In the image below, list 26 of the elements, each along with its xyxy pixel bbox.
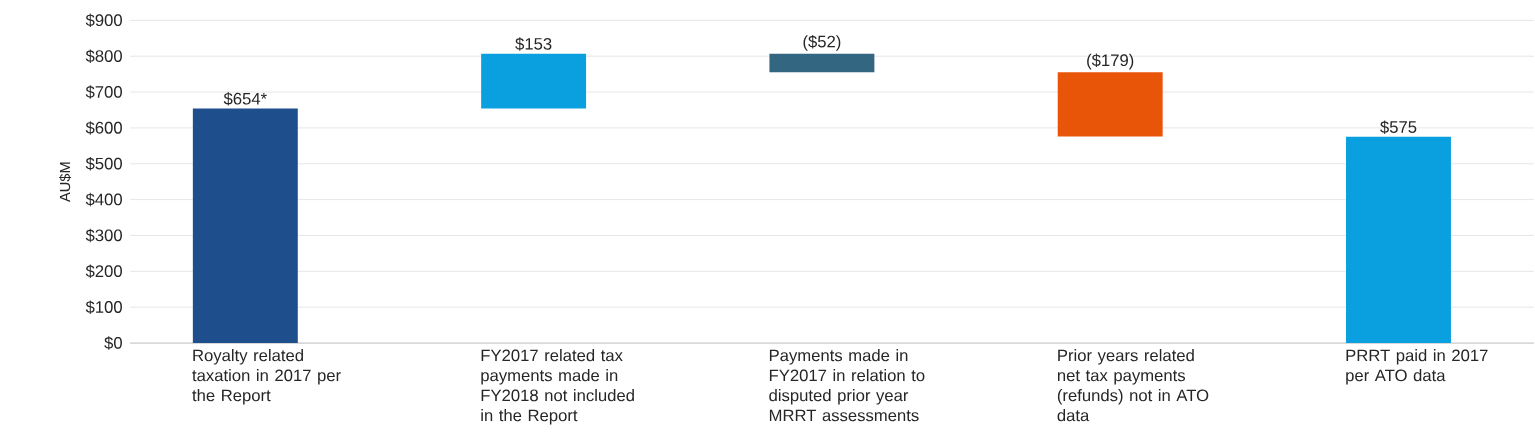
- data-label: $654*: [223, 92, 267, 106]
- data-label: $153: [515, 37, 552, 51]
- y-tick-label: $600: [85, 121, 122, 135]
- bar: [192, 108, 298, 343]
- x-tick-label: Prior years related net tax payments (refunds) not in ATO data: [1057, 349, 1209, 422]
- y-tick-label: $400: [85, 192, 122, 207]
- bar: [769, 53, 875, 73]
- y-tick-label: $800: [85, 49, 122, 63]
- y-tick-label: $200: [85, 264, 122, 279]
- y-tick-label: $100: [85, 300, 122, 314]
- x-tick-label: PRRT paid in 2017 per ATO data: [1346, 349, 1488, 385]
- y-tick-label: $300: [85, 228, 122, 243]
- x-tick-label: Payments made in FY2017 in relation to disputed prior year MRRT assessments: [769, 349, 925, 422]
- bar: [1346, 136, 1451, 343]
- data-label: ($179): [1087, 53, 1134, 70]
- y-tick-label: $900: [85, 13, 122, 28]
- y-tick-label: $500: [85, 157, 122, 171]
- bar: [1057, 72, 1163, 137]
- x-tick-label: FY2017 related tax payments made in FY2018 not included in the Report: [481, 349, 634, 425]
- data-label: ($52): [803, 34, 841, 51]
- bar: [481, 53, 587, 109]
- data-label: $575: [1380, 120, 1417, 134]
- y-tick-label: $0: [104, 336, 122, 350]
- y-axis-title: AU$M: [59, 162, 72, 203]
- y-tick-label: $700: [85, 85, 122, 99]
- x-tick-label: Royalty related taxation in 2017 per the Report: [192, 349, 341, 405]
